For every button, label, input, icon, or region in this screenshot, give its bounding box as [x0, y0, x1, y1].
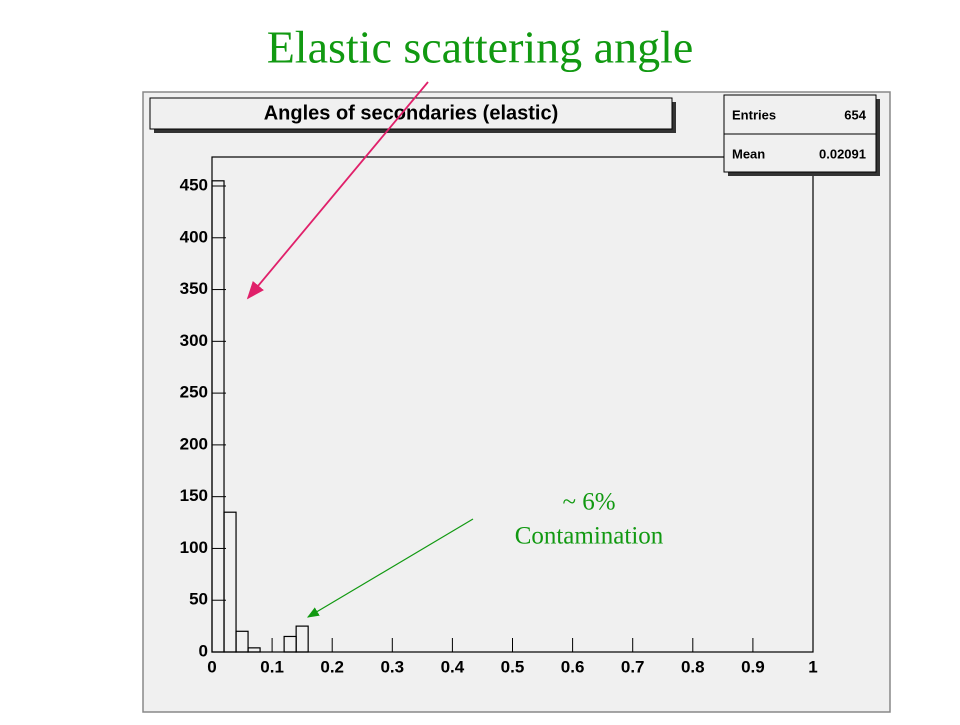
plot-frame: [211, 156, 814, 653]
stats-label: Mean: [732, 146, 765, 161]
slide-title: Elastic scattering angle: [267, 22, 694, 73]
y-tick-label: 250: [180, 383, 208, 402]
x-tick-label: 0: [207, 657, 216, 676]
x-tick-label: 0.5: [501, 657, 525, 676]
bar: [295, 625, 309, 653]
bar: [235, 630, 249, 653]
stats-value: 0.02091: [819, 146, 866, 161]
x-tick-label: 0.6: [561, 657, 585, 676]
stats-label: Entries: [732, 107, 776, 122]
y-tick-label: 150: [180, 486, 208, 505]
x-tick-label: 0.2: [320, 657, 344, 676]
y-tick-label: 50: [189, 590, 208, 609]
y-tick-label: 400: [180, 227, 208, 246]
x-tick-label: 0.7: [621, 657, 645, 676]
arrow: [306, 518, 474, 618]
x-tick-label: 0.9: [741, 657, 765, 676]
x-tick-label: 0.8: [681, 657, 705, 676]
bar: [211, 180, 225, 653]
stats-value: 654: [844, 107, 866, 122]
annotation: ~ 6%: [562, 489, 615, 516]
y-tick-label: 300: [180, 331, 208, 350]
y-tick-label: 450: [180, 175, 208, 194]
bar: [247, 647, 261, 653]
chart-title: Angles of secondaries (elastic): [264, 102, 559, 124]
bar: [223, 511, 237, 653]
y-tick-label: 200: [180, 434, 208, 453]
x-tick-label: 0.1: [260, 657, 284, 676]
arrow: [246, 81, 429, 300]
annotation: Contamination: [515, 523, 664, 550]
x-tick-label: 1: [808, 657, 817, 676]
y-tick-label: 100: [180, 538, 208, 557]
y-tick-label: 350: [180, 279, 208, 298]
x-tick-label: 0.4: [441, 657, 465, 676]
x-tick-label: 0.3: [380, 657, 404, 676]
y-tick-label: 0: [199, 641, 208, 660]
